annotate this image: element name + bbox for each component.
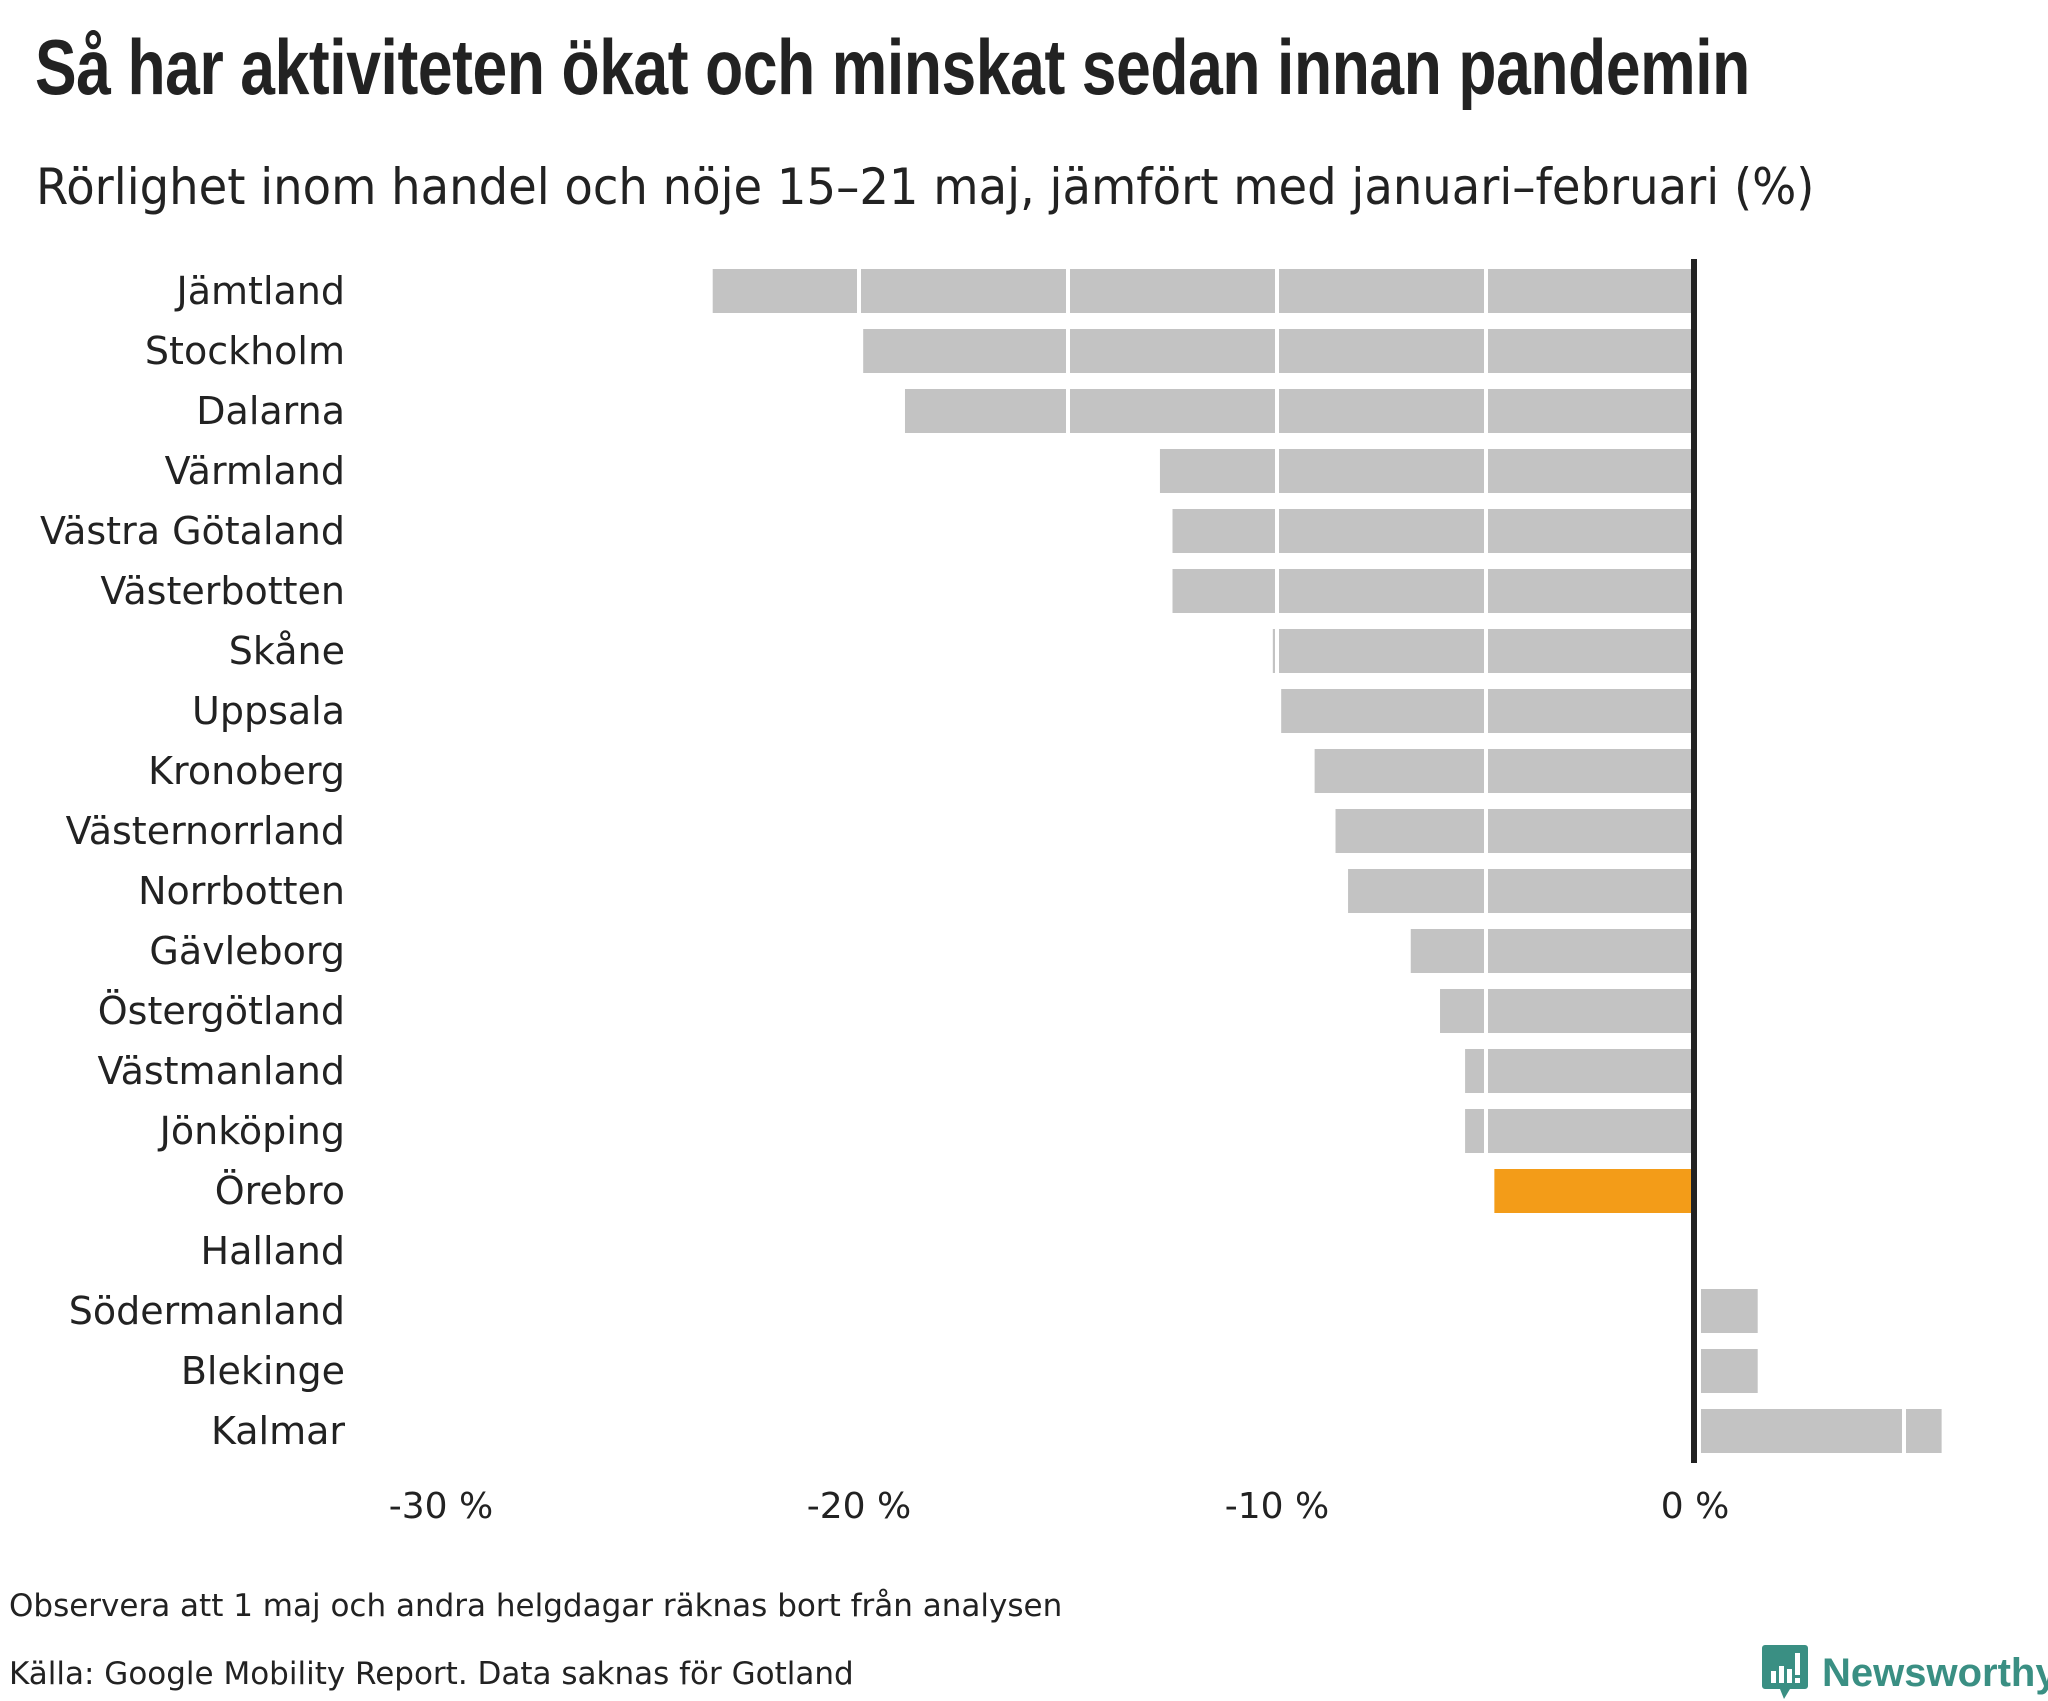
bar [1701,1349,1758,1393]
bar [1335,809,1692,853]
x-tick-label: 0 % [1661,1486,1730,1527]
category-label: Stockholm [145,329,345,373]
bar [1272,629,1692,673]
bar [1159,449,1692,493]
source-note: Källa: Google Mobility Report. Data sakn… [9,1656,854,1692]
bar [1440,989,1692,1033]
chart-title: Så har aktiviteten ökat och minskat seda… [35,23,1750,111]
category-label: Kalmar [211,1409,345,1453]
category-label: Örebro [215,1169,345,1213]
x-tick-label: -30 % [389,1486,493,1527]
category-label: Värmland [165,449,345,493]
category-label: Jönköping [158,1109,345,1153]
category-label: Östergötland [98,989,345,1033]
category-label: Västra Götaland [40,509,345,553]
category-label: Västerbotten [100,569,345,613]
bar [1701,1289,1758,1333]
category-label: Södermanland [69,1289,345,1333]
chart-subtitle: Rörlighet inom handel och nöje 15–21 maj… [36,158,1815,216]
logo-text: Newsworthy [1822,1650,2048,1695]
category-label: Kronoberg [148,749,345,793]
bar [904,389,1692,433]
category-label: Norrbotten [138,869,345,913]
category-label: Dalarna [196,389,345,433]
category-label: Skåne [229,629,345,673]
category-label: Gävleborg [149,929,345,973]
bar [1314,749,1692,793]
category-label: Blekinge [181,1349,345,1393]
x-tick-label: -10 % [1225,1486,1329,1527]
x-tick-label: -20 % [807,1486,911,1527]
bar [1172,509,1692,553]
bar [1410,929,1692,973]
category-label: Västmanland [98,1049,345,1093]
newsworthy-logo-icon [1762,1645,1808,1699]
newsworthy-logo: Newsworthy [1762,1645,2048,1701]
category-label: Västernorrland [66,809,345,853]
bar [1348,869,1692,913]
category-label: Jämtland [175,269,345,313]
category-label: Uppsala [192,689,345,733]
bar [1465,1109,1692,1153]
bar [712,269,1692,313]
bar [1172,569,1692,613]
footnote: Observera att 1 maj och andra helgdagar … [9,1588,1063,1624]
category-label: Halland [201,1229,345,1273]
bar [1494,1169,1692,1213]
bar [1701,1409,1942,1453]
bar [1465,1049,1692,1093]
